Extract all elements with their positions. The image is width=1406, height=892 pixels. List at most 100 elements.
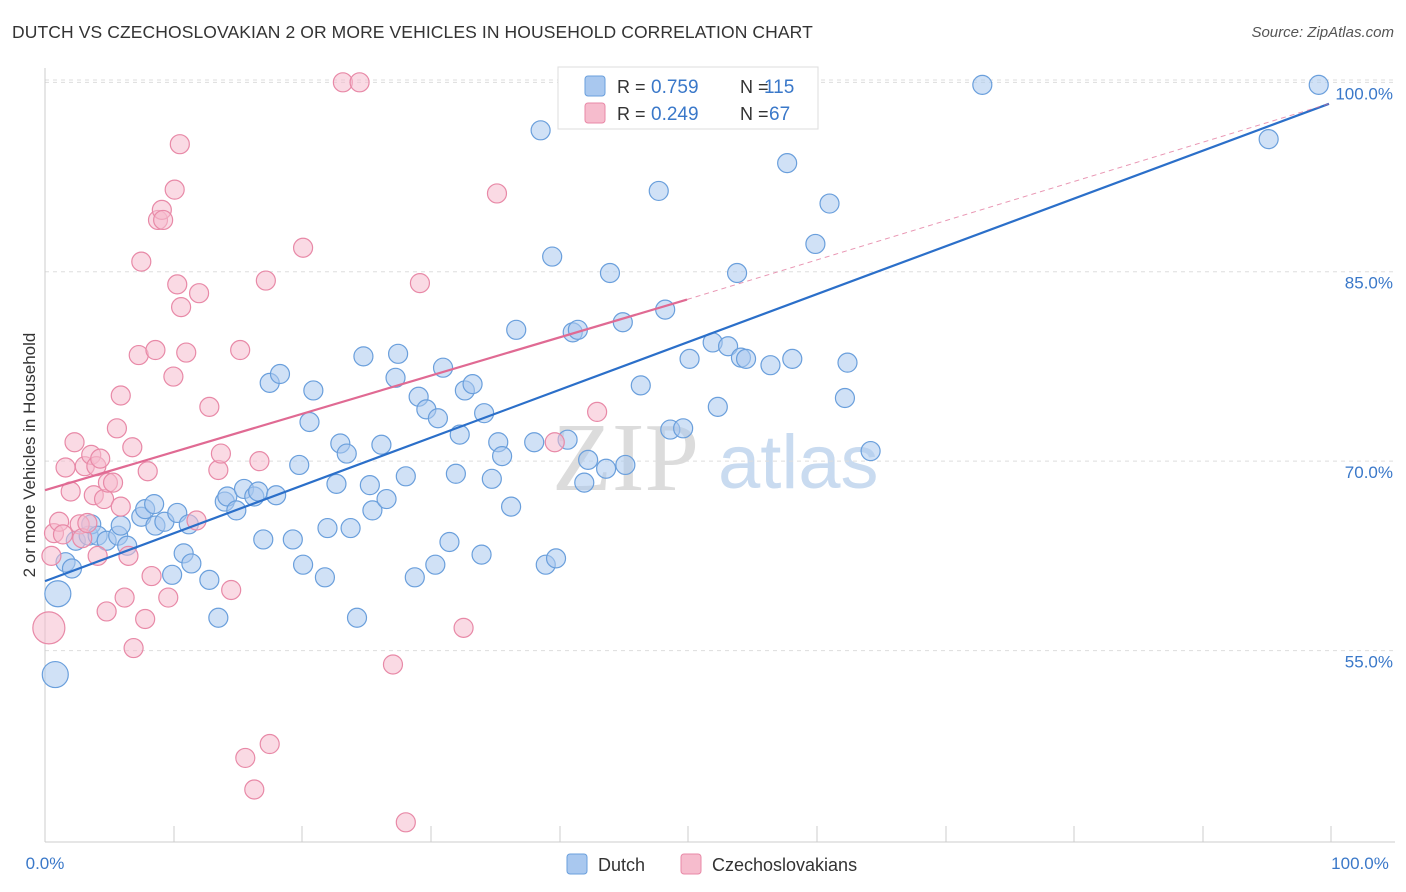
czech-point-62	[453, 617, 474, 638]
czech-point-37	[158, 587, 179, 608]
chart-title: DUTCH VS CZECHOSLOVAKIAN 2 OR MORE VEHIC…	[12, 22, 813, 42]
dutch-trend-line	[44, 102, 1330, 583]
y-tick-labels: 55.0% 70.0% 85.0% 100.0%	[1335, 84, 1393, 671]
dutch-point-108	[1308, 74, 1329, 95]
dutch-point-87	[648, 180, 669, 202]
dutch-point-58	[427, 408, 449, 429]
dutch-point-46	[353, 346, 374, 367]
dutch-point-101	[805, 233, 826, 255]
dutch-point-48	[362, 500, 383, 521]
dutch-point-104	[837, 352, 858, 373]
axes	[44, 68, 1395, 843]
dutch-point-36	[292, 554, 314, 575]
legend-n-value-czech: 67	[769, 104, 790, 125]
czech-point-16	[90, 448, 111, 469]
legend-r-label-czech: R =	[617, 104, 646, 124]
czech-point-20	[102, 472, 124, 493]
legend-swatch-dutch	[584, 75, 606, 97]
dutch-point-91	[679, 348, 700, 369]
czech-point-48	[210, 443, 232, 464]
dutch-point-100	[782, 348, 803, 369]
czech-point-0	[32, 611, 66, 645]
czech-point-58	[349, 72, 370, 93]
dutch-point-21	[181, 553, 202, 574]
czech-point-22	[110, 385, 131, 406]
y-tick-label-0: 55.0%	[1345, 653, 1393, 672]
czech-point-43	[176, 342, 197, 363]
czech-point-4	[52, 524, 74, 545]
source-label: Source: ZipAtlas.com	[1251, 24, 1394, 41]
czech-point-1	[41, 545, 62, 566]
dutch-series	[41, 74, 1329, 689]
czech-point-41	[169, 134, 190, 155]
dutch-point-67	[481, 468, 502, 489]
dutch-point-61	[445, 463, 466, 484]
dutch-point-44	[340, 517, 361, 539]
czech-point-60	[395, 812, 416, 833]
bottom-legend-swatch-dutch	[566, 853, 588, 875]
dutch-point-90	[673, 418, 694, 439]
dutch-point-94	[717, 336, 739, 357]
y-tick-label-3: 100.0%	[1335, 84, 1393, 103]
czech-point-28	[128, 344, 149, 366]
czech-point-36	[153, 209, 174, 231]
dutch-point-99	[777, 153, 798, 174]
legend-r-value-czech: 0.249	[651, 104, 699, 125]
czech-point-29	[131, 251, 152, 272]
x-tick-label-min: 0.0%	[26, 854, 65, 873]
czech-point-5	[55, 457, 76, 478]
czech-point-64	[544, 432, 565, 453]
czech-point-55	[259, 733, 280, 755]
dutch-point-98	[760, 355, 781, 376]
dutch-point-105	[860, 440, 881, 462]
dutch-point-23	[208, 607, 229, 628]
grid	[45, 79, 1395, 652]
czech-point-40	[167, 274, 188, 295]
dutch-point-17	[162, 564, 183, 585]
bottom-legend-swatch-czech	[680, 853, 702, 875]
dutch-point-41	[326, 473, 347, 494]
dutch-point-33	[269, 363, 291, 385]
legend-n-label-czech: N =	[740, 104, 769, 124]
dutch-point-50	[376, 488, 397, 510]
legend-n-label-dutch: N =	[740, 77, 769, 97]
dutch-point-60	[439, 531, 460, 553]
dutch-point-75	[542, 246, 563, 267]
dutch-point-29	[248, 481, 269, 502]
dutch-point-22	[199, 569, 220, 590]
dutch-point-86	[630, 375, 651, 396]
legend-n-value-dutch: 115	[764, 77, 794, 98]
czech-trend-extrapolation	[686, 103, 1330, 300]
dutch-point-37	[299, 411, 320, 433]
czech-point-33	[145, 339, 166, 361]
dutch-point-57	[425, 554, 446, 575]
dutch-point-83	[599, 262, 621, 284]
dutch-point-106	[972, 74, 993, 95]
dutch-point-80	[574, 472, 595, 493]
czech-point-27	[123, 637, 144, 659]
dutch-point-81	[578, 449, 599, 470]
czech-point-59	[382, 654, 404, 675]
dutch-point-1	[41, 660, 69, 689]
czech-point-56	[292, 237, 314, 258]
dutch-point-51	[385, 367, 406, 388]
x-tick-label-max: 100.0%	[1331, 854, 1389, 873]
czech-point-18	[96, 601, 117, 622]
dutch-point-14	[144, 493, 165, 515]
bottom-legend: Dutch Czechoslovakians	[566, 853, 857, 875]
dutch-point-35	[289, 454, 310, 476]
dutch-point-95	[726, 262, 748, 284]
czech-point-7	[64, 432, 85, 453]
czech-point-54	[255, 270, 276, 291]
czech-point-49	[221, 579, 242, 601]
czech-point-39	[164, 179, 185, 200]
czech-point-11	[77, 512, 98, 534]
dutch-point-0	[44, 580, 72, 608]
czech-point-63	[486, 183, 508, 204]
dutch-point-38	[303, 380, 324, 401]
bottom-legend-label-dutch: Dutch	[598, 855, 645, 875]
dutch-point-71	[506, 319, 527, 340]
czech-point-31	[137, 461, 158, 482]
dutch-point-107	[1258, 129, 1279, 150]
